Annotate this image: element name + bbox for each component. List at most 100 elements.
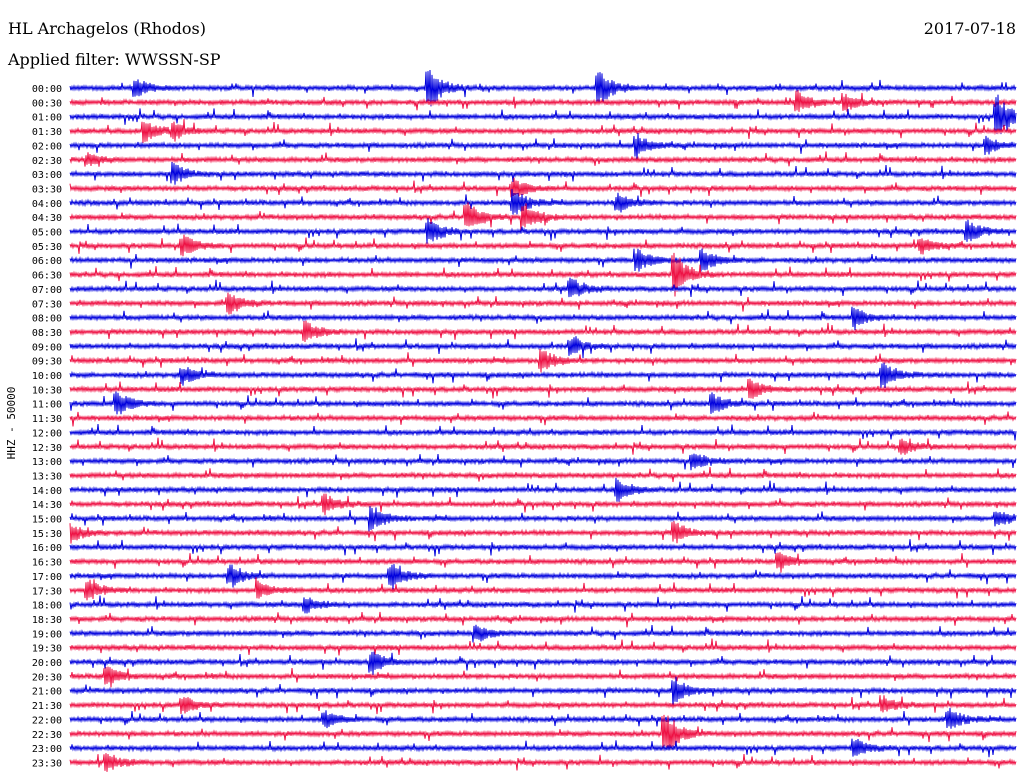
trace-line-1800 xyxy=(69,595,1017,614)
time-label: 21:00 xyxy=(32,687,62,698)
trace-line-1700 xyxy=(69,564,1017,590)
trace-line-1930 xyxy=(69,638,1017,656)
time-label: 02:00 xyxy=(32,141,62,152)
trace-line-0230 xyxy=(69,151,1017,167)
trace-line-0930 xyxy=(69,349,1017,373)
time-label: 08:00 xyxy=(32,314,62,325)
time-label: 20:30 xyxy=(32,672,62,683)
time-label: 22:00 xyxy=(32,715,62,726)
trace-line-1030 xyxy=(69,378,1017,399)
time-label: 08:30 xyxy=(32,328,62,339)
time-label: 18:00 xyxy=(32,601,62,612)
trace-line-0300 xyxy=(69,161,1017,185)
time-label: 02:30 xyxy=(32,156,62,167)
time-label: 12:00 xyxy=(32,428,62,439)
trace-line-2230 xyxy=(69,714,1017,751)
trace-line-0030 xyxy=(69,90,1017,112)
trace-line-0730 xyxy=(69,292,1017,315)
time-label: 19:30 xyxy=(32,644,62,655)
trace-line-1200 xyxy=(69,424,1017,441)
trace-line-0100 xyxy=(69,94,1017,135)
time-label: 15:30 xyxy=(32,529,62,540)
trace-line-2300 xyxy=(69,738,1017,758)
date-label: 2017-07-18 xyxy=(923,19,1016,38)
trace-line-1630 xyxy=(69,552,1017,573)
trace-line-0330 xyxy=(69,177,1017,198)
trace-line-0000 xyxy=(69,69,1017,107)
time-label: 17:30 xyxy=(32,586,62,597)
trace-line-0830 xyxy=(69,320,1017,343)
trace-line-0700 xyxy=(69,277,1017,298)
trace-line-1530 xyxy=(69,521,1017,544)
y-axis-label: HHZ - 50000 xyxy=(5,387,18,460)
trace-line-1330 xyxy=(69,467,1017,483)
trace-line-1300 xyxy=(69,453,1017,471)
trace-line-1430 xyxy=(69,493,1017,516)
trace-line-2000 xyxy=(69,651,1017,675)
trace-line-1000 xyxy=(69,362,1017,388)
time-label: 03:00 xyxy=(32,170,62,181)
time-label: 09:00 xyxy=(32,342,62,353)
time-label: 23:00 xyxy=(32,744,62,755)
time-label: 01:00 xyxy=(32,113,62,124)
time-label: 09:30 xyxy=(32,357,62,368)
trace-line-0400 xyxy=(69,189,1017,215)
time-label: 06:00 xyxy=(32,256,62,267)
time-label: 07:30 xyxy=(32,299,62,310)
time-label: 13:00 xyxy=(32,457,62,468)
time-label: 22:30 xyxy=(32,730,62,741)
time-label: 00:30 xyxy=(32,98,62,109)
time-label: 01:30 xyxy=(32,127,62,138)
trace-line-0530 xyxy=(69,234,1017,257)
time-label: 18:30 xyxy=(32,615,62,626)
trace-line-1730 xyxy=(69,577,1017,601)
trace-group xyxy=(69,69,1017,772)
time-label: 06:30 xyxy=(32,271,62,282)
time-label: 07:00 xyxy=(32,285,62,296)
time-label: 15:00 xyxy=(32,515,62,526)
trace-line-0200 xyxy=(69,133,1017,161)
time-label: 16:00 xyxy=(32,543,62,554)
trace-line-1500 xyxy=(69,506,1017,532)
trace-line-1100 xyxy=(69,391,1017,415)
trace-line-1130 xyxy=(69,411,1017,427)
trace-line-1400 xyxy=(69,477,1017,502)
trace-line-2200 xyxy=(69,707,1017,729)
time-label: 03:30 xyxy=(32,184,62,195)
time-label: 00:00 xyxy=(32,84,62,95)
trace-line-1830 xyxy=(69,611,1017,628)
time-label: 12:30 xyxy=(32,443,62,454)
station-title: HL Archagelos (Rhodos) xyxy=(8,19,206,38)
time-label-group: 00:00 00:30 01:00 01:30 02:00 02:30 03:00 03:30… xyxy=(32,84,62,769)
trace-line-2330 xyxy=(69,753,1017,772)
trace-line-1600 xyxy=(69,539,1017,557)
time-label: 11:00 xyxy=(32,400,62,411)
time-label: 04:30 xyxy=(32,213,62,224)
time-label: 14:30 xyxy=(32,500,62,511)
trace-line-0500 xyxy=(69,218,1017,244)
time-label: 11:30 xyxy=(32,414,62,425)
time-label: 19:00 xyxy=(32,629,62,640)
time-label: 10:30 xyxy=(32,385,62,396)
time-label: 05:30 xyxy=(32,242,62,253)
time-label: 05:00 xyxy=(32,228,62,239)
trace-line-1900 xyxy=(69,624,1017,643)
time-label: 10:00 xyxy=(32,371,62,382)
trace-line-2100 xyxy=(69,676,1017,708)
time-label: 17:00 xyxy=(32,572,62,583)
trace-line-0130 xyxy=(69,119,1017,143)
time-label: 20:00 xyxy=(32,658,62,669)
trace-line-0600 xyxy=(69,248,1017,272)
trace-line-2130 xyxy=(69,695,1017,715)
time-label: 21:30 xyxy=(32,701,62,712)
trace-line-2030 xyxy=(69,666,1017,688)
trace-line-0800 xyxy=(69,306,1017,331)
trace-line-0430 xyxy=(69,202,1017,231)
time-label: 13:30 xyxy=(32,471,62,482)
trace-line-1230 xyxy=(69,437,1017,455)
time-label: 04:00 xyxy=(32,199,62,210)
trace-line-0900 xyxy=(69,336,1017,359)
time-label: 23:30 xyxy=(32,758,62,769)
trace-line-0630 xyxy=(69,252,1017,297)
